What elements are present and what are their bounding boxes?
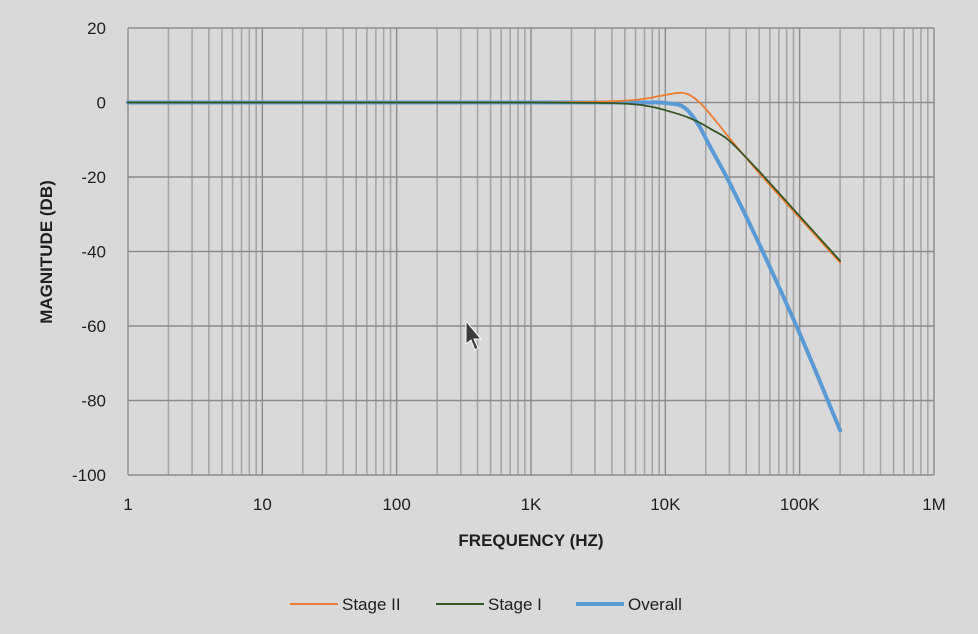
y-tick-labels: 20 0 -20 -40 -60 -80 -100 xyxy=(72,19,106,485)
legend-item: Stage II xyxy=(290,595,401,614)
y-tick-label: -40 xyxy=(81,243,106,262)
series-line-stage-i xyxy=(127,101,842,262)
legend-label: Stage I xyxy=(488,595,542,614)
x-tick-label: 10K xyxy=(650,495,681,514)
y-tick-label: 0 xyxy=(97,94,106,113)
legend-item: Stage I xyxy=(436,595,542,614)
series-layer xyxy=(126,91,843,433)
x-tick-label: 1M xyxy=(922,495,946,514)
legend-item: Overall xyxy=(576,595,682,614)
x-tick-label: 10 xyxy=(253,495,272,514)
x-tick-label: 1 xyxy=(123,495,132,514)
legend-label: Overall xyxy=(628,595,682,614)
y-tick-label: -60 xyxy=(81,317,106,336)
x-tick-label: 1K xyxy=(521,495,542,514)
x-axis-title: FREQUENCY (HZ) xyxy=(458,531,603,550)
legend-label: Stage II xyxy=(342,595,401,614)
y-tick-label: -80 xyxy=(81,392,106,411)
y-tick-label: 20 xyxy=(87,19,106,38)
y-tick-label: -100 xyxy=(72,466,106,485)
y-tick-label: -20 xyxy=(81,168,106,187)
x-tick-label: 100 xyxy=(382,495,410,514)
x-tick-labels: 1 10 100 1K 10K 100K 1M xyxy=(123,495,946,514)
x-tick-label: 100K xyxy=(780,495,820,514)
mouse-cursor-icon xyxy=(465,319,483,351)
y-axis-title: MAGNITUDE (DB) xyxy=(37,180,56,324)
legend: Stage II Stage I Overall xyxy=(290,595,682,614)
